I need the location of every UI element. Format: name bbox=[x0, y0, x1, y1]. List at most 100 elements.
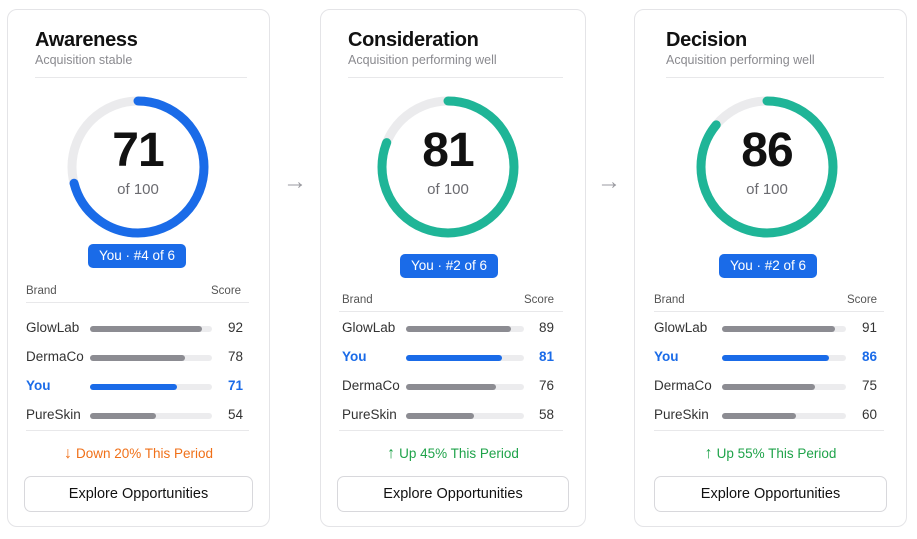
trend-text: Up 45% This Period bbox=[399, 446, 519, 461]
arrow-right-icon: → bbox=[597, 168, 621, 195]
brand-score: 78 bbox=[227, 349, 243, 364]
score-bar-fill bbox=[406, 384, 496, 390]
score-bar-track bbox=[722, 355, 846, 361]
card-title: Awareness bbox=[35, 29, 138, 51]
column-header-brand: Brand bbox=[342, 294, 373, 306]
score-bar-fill bbox=[722, 326, 835, 332]
table-row: You 71 bbox=[8, 377, 269, 397]
divider bbox=[26, 302, 249, 303]
brand-score: 91 bbox=[861, 320, 877, 335]
divider bbox=[26, 430, 249, 431]
arrow-up-icon: ↑ bbox=[387, 445, 396, 462]
gauge-arc bbox=[696, 96, 838, 238]
column-header-score: Score bbox=[211, 285, 242, 297]
divider bbox=[339, 311, 563, 312]
score-bar-track bbox=[406, 355, 524, 361]
divider bbox=[654, 311, 884, 312]
stage-card-decision: Decision Acquisition performing well 86 … bbox=[634, 9, 907, 527]
brand-score: 60 bbox=[861, 407, 877, 422]
score-bar-track bbox=[722, 413, 846, 419]
score-gauge: 86 of 100 bbox=[693, 93, 841, 241]
divider bbox=[654, 430, 884, 431]
trend-text: Down 20% This Period bbox=[75, 446, 214, 461]
arrow-right-icon: → bbox=[283, 168, 307, 195]
table-row: You 81 bbox=[321, 348, 585, 368]
brand-score: 81 bbox=[538, 349, 554, 364]
trend-indicator: ↑ Up 45% This Period bbox=[321, 445, 585, 463]
explore-opportunities-button[interactable]: Explore Opportunities bbox=[337, 476, 569, 512]
brand-score: 58 bbox=[538, 407, 554, 422]
brand-name: You bbox=[342, 349, 367, 364]
brand-name: DermaCo bbox=[342, 378, 400, 393]
score-bar-fill bbox=[406, 413, 475, 419]
table-row: PureSkin 60 bbox=[635, 406, 906, 426]
brand-name: PureSkin bbox=[26, 407, 81, 422]
gauge-score: 81 bbox=[422, 124, 474, 177]
explore-opportunities-button[interactable]: Explore Opportunities bbox=[24, 476, 253, 512]
score-bar-track bbox=[722, 384, 846, 390]
rank-badge: You · #2 of 6 bbox=[719, 254, 818, 278]
table-row: GlowLab 89 bbox=[321, 319, 585, 339]
gauge-arc bbox=[377, 96, 519, 238]
explore-opportunities-button[interactable]: Explore Opportunities bbox=[654, 476, 887, 512]
brand-name: GlowLab bbox=[342, 320, 396, 335]
divider bbox=[35, 77, 247, 78]
score-bar-track bbox=[90, 413, 212, 419]
divider bbox=[339, 430, 563, 431]
column-header-brand: Brand bbox=[654, 294, 685, 306]
gauge-out-of: of 100 bbox=[746, 181, 788, 198]
stage-card-consideration: Consideration Acquisition performing wel… bbox=[320, 9, 586, 527]
score-gauge: 81 of 100 bbox=[374, 93, 522, 241]
rank-badge: You · #2 of 6 bbox=[400, 254, 499, 278]
card-subtitle: Acquisition performing well bbox=[348, 53, 497, 67]
gauge-score: 86 bbox=[741, 124, 793, 177]
score-bar-fill bbox=[406, 326, 512, 332]
score-bar-track bbox=[90, 355, 212, 361]
table-row: PureSkin 54 bbox=[8, 406, 269, 426]
table-row: GlowLab 92 bbox=[8, 319, 269, 339]
divider bbox=[666, 77, 884, 78]
score-bar-fill bbox=[90, 355, 186, 361]
arrow-up-icon: ↑ bbox=[704, 445, 713, 462]
card-subtitle: Acquisition performing well bbox=[666, 53, 815, 67]
score-bar-track bbox=[90, 384, 212, 390]
brand-name: You bbox=[654, 349, 679, 364]
score-bar-fill bbox=[90, 326, 203, 332]
table-row: DermaCo 75 bbox=[635, 377, 906, 397]
column-header-score: Score bbox=[847, 294, 878, 306]
score-bar-fill bbox=[722, 355, 829, 361]
score-bar-fill bbox=[406, 355, 502, 361]
brand-score: 86 bbox=[861, 349, 877, 364]
brand-score: 92 bbox=[227, 320, 243, 335]
score-bar-track bbox=[406, 326, 524, 332]
brand-name: GlowLab bbox=[654, 320, 708, 335]
brand-name: You bbox=[26, 378, 51, 393]
divider bbox=[348, 77, 563, 78]
brand-name: GlowLab bbox=[26, 320, 80, 335]
trend-indicator: ↓ Down 20% This Period bbox=[8, 445, 269, 463]
trend-text: Up 55% This Period bbox=[716, 446, 837, 461]
rank-badge: You · #4 of 6 bbox=[88, 244, 187, 268]
table-row: PureSkin 58 bbox=[321, 406, 585, 426]
brand-score: 71 bbox=[227, 378, 243, 393]
brand-score: 76 bbox=[538, 378, 554, 393]
score-bar-fill bbox=[90, 384, 177, 390]
trend-indicator: ↑ Up 55% This Period bbox=[635, 445, 906, 463]
table-row: DermaCo 78 bbox=[8, 348, 269, 368]
table-row: DermaCo 76 bbox=[321, 377, 585, 397]
brand-score: 89 bbox=[538, 320, 554, 335]
arrow-down-icon: ↓ bbox=[63, 445, 72, 462]
brand-name: PureSkin bbox=[342, 407, 397, 422]
score-bar-fill bbox=[722, 413, 797, 419]
stage-card-awareness: Awareness Acquisition stable 71 of 100 Y… bbox=[7, 9, 270, 527]
score-bar-track bbox=[406, 413, 524, 419]
table-row: GlowLab 91 bbox=[635, 319, 906, 339]
card-subtitle: Acquisition stable bbox=[35, 53, 133, 67]
gauge-out-of: of 100 bbox=[117, 181, 159, 198]
score-bar-track bbox=[90, 326, 212, 332]
gauge-score: 71 bbox=[112, 124, 164, 177]
gauge-arc bbox=[67, 96, 209, 238]
brand-score: 54 bbox=[227, 407, 243, 422]
card-title: Decision bbox=[666, 29, 747, 51]
column-header-brand: Brand bbox=[26, 285, 57, 297]
